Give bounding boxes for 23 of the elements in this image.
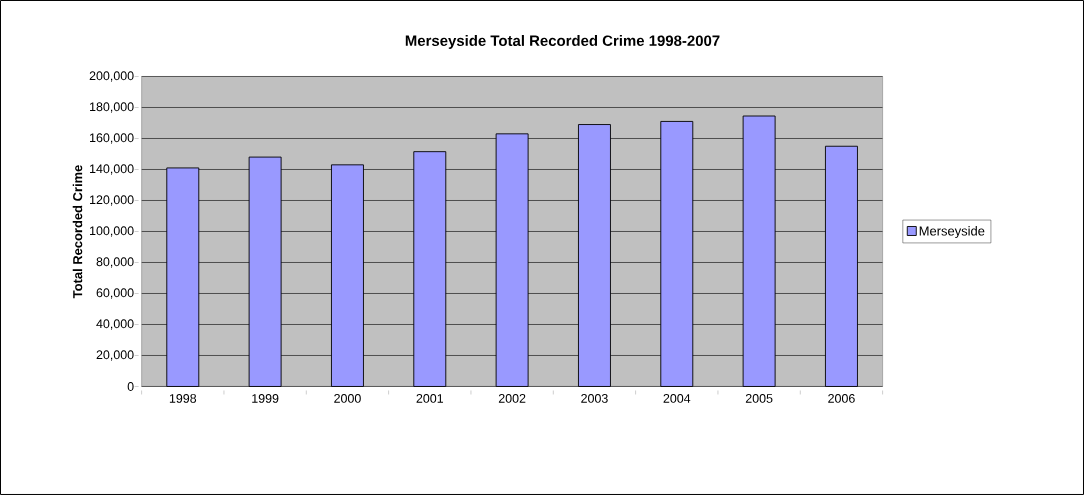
y-tick-label: 140,000 bbox=[90, 164, 134, 175]
y-tick-label: 120,000 bbox=[90, 195, 134, 206]
y-tick-label: 0 bbox=[127, 382, 134, 391]
y-axis-title: Total Recorded Crime bbox=[72, 165, 83, 299]
y-tick-label: 80,000 bbox=[96, 257, 134, 268]
x-tick-label: 2000 bbox=[334, 394, 361, 403]
y-tick-label: 60,000 bbox=[96, 288, 134, 299]
chart-title: Merseyside Total Recorded Crime 1998-2007 bbox=[405, 35, 720, 49]
x-tick-label: 2001 bbox=[416, 394, 444, 403]
y-tick-label: 20,000 bbox=[96, 350, 134, 361]
y-tick-label: 200,000 bbox=[89, 71, 134, 82]
x-tick-label: 2006 bbox=[828, 394, 855, 403]
y-tick-label: 180,000 bbox=[90, 102, 134, 113]
x-tick-label: 1998 bbox=[169, 394, 197, 403]
x-tick-label: 2003 bbox=[581, 394, 608, 403]
legend-label: Merseyside bbox=[919, 226, 985, 239]
x-tick-label: 2002 bbox=[498, 394, 526, 403]
y-tick-label: 160,000 bbox=[90, 133, 134, 144]
x-tick-label: 2005 bbox=[745, 394, 773, 403]
y-tick-label: 40,000 bbox=[96, 319, 134, 330]
x-tick-label: 1999 bbox=[252, 394, 279, 403]
x-tick-label: 2004 bbox=[663, 394, 691, 403]
y-tick-label: 100,000 bbox=[90, 226, 134, 237]
